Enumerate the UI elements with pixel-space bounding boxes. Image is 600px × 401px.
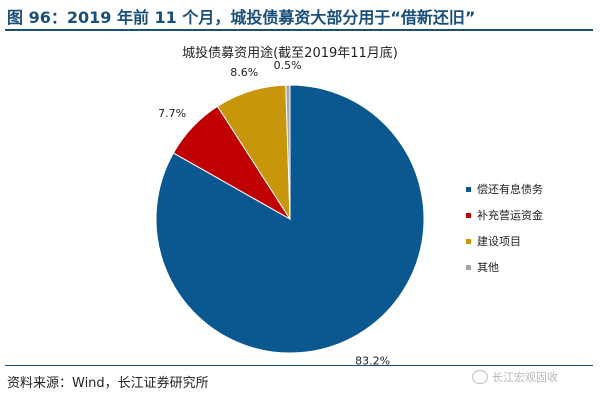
legend-label: 偿还有息债务 xyxy=(477,183,543,196)
legend-swatch xyxy=(466,212,471,218)
wechat-icon xyxy=(472,370,488,384)
legend-label: 其他 xyxy=(477,261,499,274)
watermark-text: 长江宏观固收 xyxy=(492,371,558,384)
legend-item-other: 其他 xyxy=(466,254,543,280)
legend-label: 补充营运资金 xyxy=(477,209,543,222)
watermark: 长江宏观固收 xyxy=(472,369,558,385)
legend-label: 建设项目 xyxy=(477,235,521,248)
title-divider xyxy=(5,29,593,31)
figure-title: 图 96：2019 年前 11 个月，城投债募资大部分用于“借新还旧” xyxy=(7,8,476,27)
legend-swatch xyxy=(466,186,471,192)
legend-swatch xyxy=(466,264,471,270)
source-note: 资料来源：Wind，长江证券研究所 xyxy=(7,376,209,391)
chart-title: 城投债募资用途(截至2019年11月底) xyxy=(182,46,398,61)
legend-item-debt-repayment: 偿还有息债务 xyxy=(466,176,543,202)
data-label-debt-repayment: 83.2% xyxy=(355,355,390,368)
data-label-other: 0.5% xyxy=(274,59,302,72)
legend-swatch xyxy=(466,238,471,244)
legend-item-working-capital: 补充营运资金 xyxy=(466,202,543,228)
chart-legend: 偿还有息债务 补充营运资金 建设项目 其他 xyxy=(466,176,543,280)
data-label-working-capital: 7.7% xyxy=(158,107,186,120)
data-label-construction: 8.6% xyxy=(230,66,258,79)
legend-item-construction: 建设项目 xyxy=(466,228,543,254)
source-divider xyxy=(5,365,593,366)
slice-other xyxy=(285,84,291,220)
